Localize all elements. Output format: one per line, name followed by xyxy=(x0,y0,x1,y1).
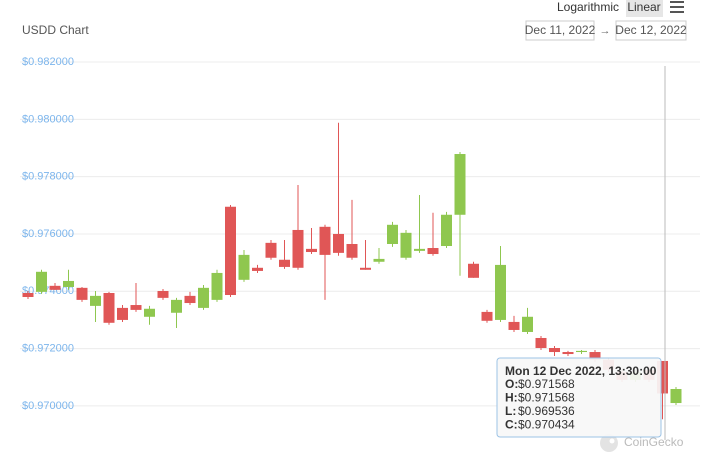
candle-body xyxy=(184,295,196,304)
scale-button[interactable]: Linear xyxy=(627,0,660,14)
candle-body xyxy=(49,285,61,290)
candle-body xyxy=(306,248,317,253)
tooltip-value: $0.969536 xyxy=(518,404,575,418)
tooltip-value: $0.971568 xyxy=(518,391,575,405)
candle-body xyxy=(292,229,304,268)
candle-body xyxy=(238,254,250,280)
watermark: CoinGecko xyxy=(600,434,684,452)
candle-body xyxy=(265,242,277,258)
tooltip-box xyxy=(496,357,662,438)
candle-body xyxy=(468,263,479,278)
candle-body xyxy=(252,267,263,271)
menu-icon[interactable] xyxy=(670,1,684,13)
candle-body xyxy=(198,287,209,308)
tooltip-label: C: xyxy=(505,418,518,432)
candle-body xyxy=(130,305,142,310)
candle-body xyxy=(360,267,371,270)
candle-body xyxy=(157,290,169,298)
candle-body xyxy=(454,154,466,215)
candle-body xyxy=(63,280,74,287)
candle-body xyxy=(279,259,290,267)
active-button-bg xyxy=(626,0,663,17)
date-separator: → xyxy=(600,25,611,37)
y-tick-label: $0.978000 xyxy=(22,171,74,183)
candle-body xyxy=(36,271,47,292)
y-tick-label: $0.972000 xyxy=(22,342,74,354)
candle-body xyxy=(211,272,223,300)
tooltip-value: $0.970434 xyxy=(518,418,575,432)
candle-body xyxy=(373,258,385,262)
candle-body xyxy=(427,248,439,255)
candle-body xyxy=(400,232,412,258)
tooltip-label: O: xyxy=(505,377,518,391)
candle-body xyxy=(508,321,520,330)
candle-body xyxy=(441,214,452,247)
candle-body xyxy=(319,226,331,255)
candle-body xyxy=(225,206,236,296)
scale-button[interactable]: Logarithmic xyxy=(557,0,619,14)
tooltip-label: H: xyxy=(505,391,518,405)
date-input[interactable] xyxy=(525,20,595,41)
candle-body xyxy=(481,311,493,321)
candle-body xyxy=(22,292,34,298)
candle-body xyxy=(103,292,115,323)
candle-body xyxy=(522,316,533,332)
candle-body xyxy=(144,308,155,317)
candle-body xyxy=(387,224,398,244)
candle-body xyxy=(76,287,88,300)
watermark-text: CoinGecko xyxy=(624,435,684,449)
chart-title: USDD Chart xyxy=(22,23,89,37)
candle-body xyxy=(589,352,601,360)
y-tick-label: $0.980000 xyxy=(22,113,74,125)
candle-body xyxy=(117,307,128,320)
date-to[interactable]: Dec 12, 2022 xyxy=(615,23,687,37)
date-input[interactable] xyxy=(615,20,687,41)
candle-body xyxy=(90,295,101,306)
candle-body xyxy=(535,337,547,349)
y-tick-label: $0.982000 xyxy=(22,56,74,68)
candle-body xyxy=(171,299,182,313)
y-tick-label: $0.970000 xyxy=(22,400,74,412)
candle-body xyxy=(333,233,344,253)
candle-body xyxy=(549,348,560,353)
candle-body xyxy=(562,352,574,355)
tooltip-title: Mon 12 Dec 2022, 13:30:00 xyxy=(505,364,657,378)
tooltip-label: L: xyxy=(505,404,516,418)
y-tick-label: $0.974000 xyxy=(22,285,74,297)
candle-body xyxy=(414,248,425,251)
candle-body xyxy=(576,350,587,353)
date-from[interactable]: Dec 11, 2022 xyxy=(525,23,596,37)
candle-body xyxy=(657,360,668,394)
candle-body xyxy=(346,243,358,258)
y-tick-label: $0.976000 xyxy=(22,228,74,240)
candle-body xyxy=(495,264,506,320)
tooltip-value: $0.971568 xyxy=(518,377,575,391)
candle-body xyxy=(670,388,682,404)
